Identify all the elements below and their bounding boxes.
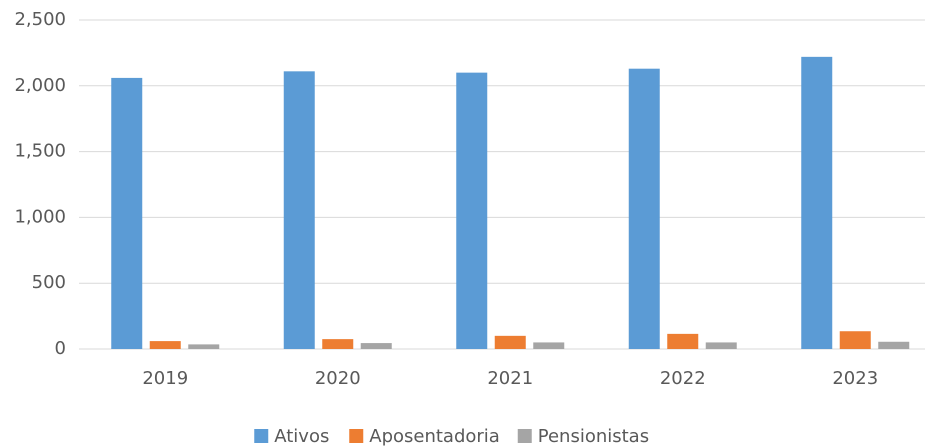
bar: [801, 56, 833, 350]
bar: [839, 331, 871, 349]
y-tick-label: 2,500: [14, 9, 66, 30]
y-tick-label: 1,500: [14, 141, 66, 162]
bar: [149, 341, 181, 349]
bar: [456, 72, 488, 349]
x-tick-label: 2022: [660, 368, 706, 389]
y-tick-label: 1,000: [14, 206, 66, 227]
legend-swatch: [517, 429, 532, 443]
bar: [111, 77, 143, 350]
legend-label: Pensionistas: [538, 426, 649, 446]
legend-swatch: [254, 429, 269, 443]
bar: [283, 71, 315, 349]
bar: [322, 339, 354, 349]
x-tick-label: 2020: [315, 368, 361, 389]
x-tick-label: 2019: [142, 368, 188, 389]
bar: [705, 342, 737, 349]
bar: [188, 344, 220, 349]
bar: [878, 341, 910, 349]
x-tick-label: 2021: [487, 368, 533, 389]
y-tick-label: 500: [32, 272, 66, 293]
bar: [360, 343, 392, 349]
y-tick-label: 0: [55, 338, 66, 359]
legend-label: Ativos: [274, 426, 329, 446]
bar: [494, 335, 526, 349]
legend-label: Aposentadoria: [369, 426, 500, 446]
bar: [628, 68, 660, 349]
bar: [667, 333, 699, 349]
legend-swatch: [349, 429, 364, 443]
x-tick-label: 2023: [832, 368, 878, 389]
bar: [533, 342, 565, 349]
y-tick-label: 2,000: [14, 75, 66, 96]
